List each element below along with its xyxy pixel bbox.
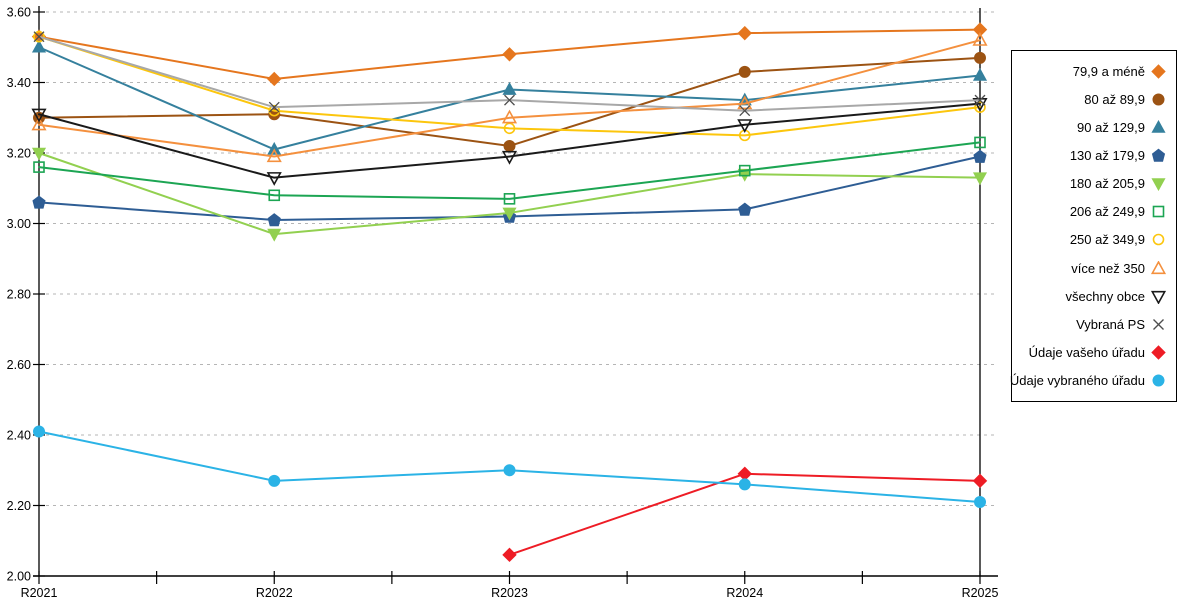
gridlines [39,11,995,506]
x-tick-label: R2022 [256,586,293,600]
legend-label: 130 až 179,9 [1069,148,1145,164]
series-80-az-89-9 [33,51,986,152]
legend-item-udaje-vybraneho-uradu: Údaje vybraného úřadu [1010,373,1167,388]
legend-item-250-az-349-9: 250 až 349,9 [1018,232,1167,247]
y-tick-label: 2.00 [7,570,31,584]
legend-label: 206 až 249,9 [1069,204,1145,220]
triangle-up-marker-icon [1150,260,1167,274]
y-tick-label: 3.20 [7,147,31,161]
y-tick-label: 2.20 [7,499,31,513]
y-tick-label: 2.60 [7,358,31,372]
legend-label: 90 až 129,9 [1077,120,1145,136]
series-udaje-vaseho-uradu [502,466,988,563]
x-marker-icon [1153,318,1164,330]
legend: 79,9 a méně 80 až 89,9 90 až 129,9 130 až 1… [1010,50,1177,402]
x-tick-label: R2025 [962,586,999,600]
legend-label: 180 až 205,9 [1069,176,1145,192]
y-tick-label: 3.60 [7,6,31,20]
pentagon-marker-icon [1151,148,1166,163]
series-udaje-vybraneho-uradu [33,425,986,508]
legend-item-90-az-129-9: 90 až 129,9 [1018,120,1167,135]
series-vsechny-obce [31,98,988,186]
series-206-az-249-9 [33,136,986,205]
legend-item-vsechny-obce: všechny obce [1018,289,1167,304]
circle-marker-icon [1152,234,1165,246]
legend-label: Údaje vybraného úřadu [1009,372,1145,388]
y-tick-label: 2.40 [7,429,31,443]
legend-label: všechny obce [1065,288,1146,304]
circle-marker-icon [1152,374,1165,387]
x-tick-label: R2021 [21,586,58,600]
square-marker-icon [1152,206,1165,218]
x-tick-label: R2023 [491,586,528,600]
y-tick-label: 2.80 [7,288,31,302]
legend-item-vybrana-ps: Vybraná PS [1018,317,1167,332]
legend-item-206-az-249-9: 206 až 249,9 [1018,204,1167,219]
series-vybrana-ps [33,31,986,117]
circle-marker-icon [1152,93,1165,106]
diamond-marker-icon [1151,345,1166,360]
legend-label: 79,9 a méně [1072,64,1145,79]
series-180-az-205-9 [31,147,988,242]
y-tick-label: 3.40 [7,76,31,90]
legend-label: Vybraná PS [1076,316,1145,332]
triangle-down-marker-icon [1151,178,1166,192]
legend-label: 80 až 89,9 [1084,92,1145,108]
diamond-marker-icon [1151,64,1166,79]
triangle-up-marker-icon [1151,120,1166,133]
legend-item-130-az-179-9: 130 až 179,9 [1018,148,1167,163]
legend-item-vice-nez-350: více než 350 [1018,260,1167,276]
legend-item-80-az-89-9: 80 až 89,9 [1018,92,1167,107]
legend-label: 250 až 349,9 [1069,232,1145,248]
legend-label: více než 350 [1071,260,1145,276]
triangle-down-marker-icon [1150,290,1167,304]
series-vice-nez-350 [31,32,988,163]
x-tick-label: R2024 [726,586,763,600]
legend-item-180-az-205-9: 180 až 205,9 [1018,176,1167,192]
y-tick-label: 3.00 [7,217,31,231]
legend-item-udaje-vaseho-uradu: Údaje vašeho úřadu [1018,345,1167,360]
legend-label: Údaje vašeho úřadu [1028,344,1145,360]
legend-item-79-9-a-mene: 79,9 a méně [1018,64,1167,79]
